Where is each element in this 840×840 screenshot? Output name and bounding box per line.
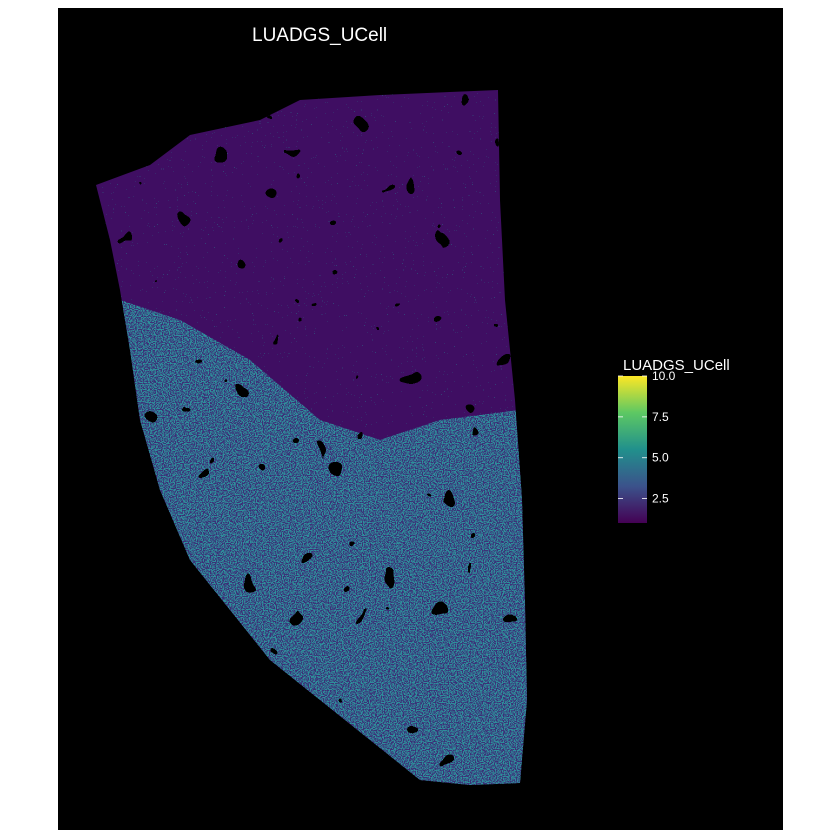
chart-title: LUADGS_UCell <box>252 25 387 46</box>
legend-colorbar <box>618 376 647 523</box>
legend-tick-label: 10.0 <box>652 369 676 383</box>
legend-tick-label: 7.5 <box>652 410 669 424</box>
legend: LUADGS_UCell 2.5 5.0 7.5 10.0 <box>618 357 730 523</box>
legend-tick-label: 5.0 <box>652 451 669 465</box>
legend-ticks: 2.5 5.0 7.5 10.0 <box>618 369 676 506</box>
legend-title: LUADGS_UCell <box>623 357 730 374</box>
legend-tick-label: 2.5 <box>652 492 669 506</box>
